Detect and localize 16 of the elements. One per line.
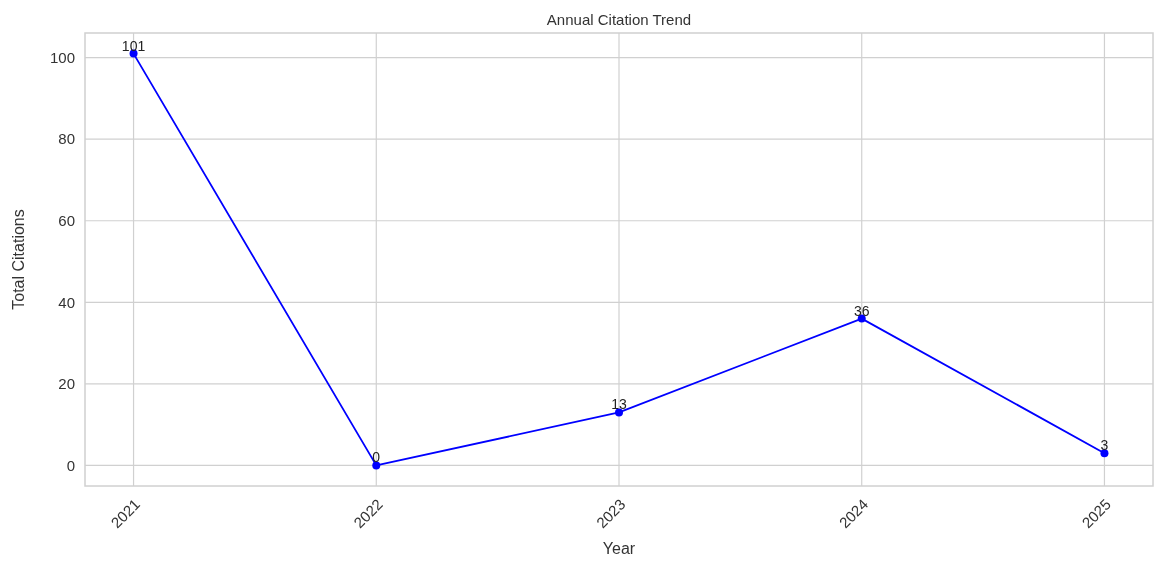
data-label: 3 [1100, 437, 1109, 454]
y-axis-title: Total Citations [10, 209, 27, 310]
data-label: 0 [372, 449, 381, 466]
point [372, 461, 381, 470]
data-label: 36 [853, 302, 870, 319]
y-tick-label: 40 [58, 293, 75, 311]
y-tick-label: 60 [58, 212, 75, 230]
chart-title: Annual Citation Trend [546, 11, 692, 28]
y-tick-label: 100 [49, 48, 75, 66]
data-label: 101 [121, 37, 146, 54]
y-tick-label: 0 [66, 456, 75, 474]
y-tick-label: 20 [58, 375, 75, 393]
data-label: 13 [611, 396, 627, 413]
y-tick-label: 80 [58, 130, 75, 148]
x-axis-title: Year [602, 540, 636, 557]
point [1100, 449, 1109, 458]
